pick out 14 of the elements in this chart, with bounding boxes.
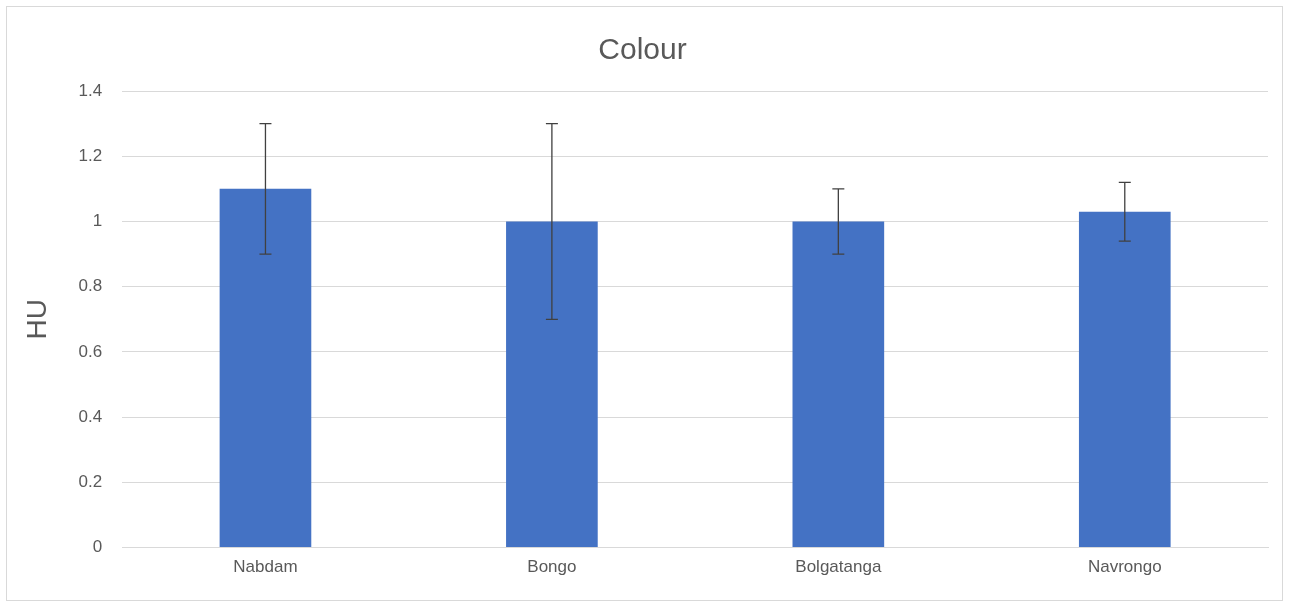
x-tick-label: Bolgatanga xyxy=(795,557,882,577)
y-tick-label: 0.2 xyxy=(78,472,103,492)
x-tick-label: Bongo xyxy=(527,557,577,577)
chart-title: Colour xyxy=(598,32,687,66)
x-tick-label: Nabdam xyxy=(233,557,298,577)
y-tick-label: 1.4 xyxy=(78,80,103,100)
y-tick-label: 1 xyxy=(92,211,103,231)
y-tick-label: 0 xyxy=(92,537,103,557)
x-tick-label: Navrongo xyxy=(1087,557,1162,577)
y-tick-label: 0.6 xyxy=(78,341,103,361)
y-tick-label: 0.4 xyxy=(78,406,103,426)
y-axis-title: HU xyxy=(20,299,52,340)
y-tick-label: 0.8 xyxy=(78,276,103,296)
y-tick-label: 1.2 xyxy=(78,145,103,165)
